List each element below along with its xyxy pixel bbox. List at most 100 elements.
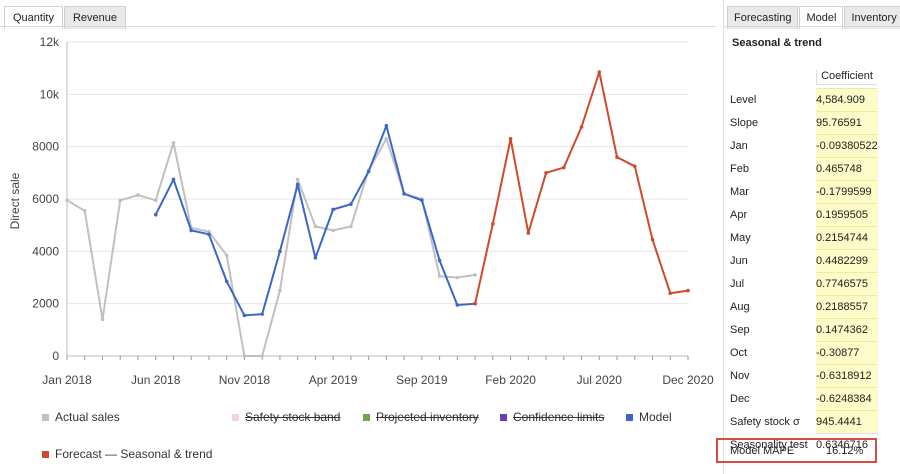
coefficient-value[interactable]: 0.1959505 xyxy=(816,203,878,227)
forecast-point[interactable] xyxy=(632,164,637,169)
actual-sales-point[interactable] xyxy=(100,317,105,322)
coefficient-value[interactable]: 0.1474362 xyxy=(816,318,878,342)
model-swatch xyxy=(626,413,633,421)
model-point[interactable] xyxy=(153,212,158,217)
legend-projected-inventory[interactable]: Projected inventory xyxy=(363,410,479,424)
legend-forecast[interactable]: Forecast — Seasonal & trend xyxy=(42,447,212,461)
coefficient-value[interactable]: -0.09380522 xyxy=(816,134,878,158)
coefficient-value[interactable]: 945.4441 xyxy=(816,410,878,434)
coefficient-label: Safety stock σ xyxy=(730,416,800,428)
coefficient-row: Nov -0.6318912 xyxy=(730,364,878,388)
y-tick-label: 8000 xyxy=(32,140,59,154)
tab-revenue[interactable]: Revenue xyxy=(63,6,127,29)
coefficient-value[interactable]: 0.4482299 xyxy=(816,249,878,273)
actual-sales-swatch xyxy=(42,413,49,421)
actual-sales-point[interactable] xyxy=(331,228,335,233)
actual-sales-point[interactable] xyxy=(207,229,211,234)
model-point[interactable] xyxy=(384,123,389,128)
coefficient-value[interactable]: -0.1799599 xyxy=(816,180,878,204)
model-point[interactable] xyxy=(260,312,264,316)
legend-safety-stock-label: Safety stock band xyxy=(245,410,341,424)
model-point[interactable] xyxy=(349,202,353,207)
coefficient-row: Jun 0.4482299 xyxy=(730,249,878,273)
model-point[interactable] xyxy=(331,207,335,212)
legend-actual-sales-label: Actual sales xyxy=(55,410,120,424)
actual-sales-point[interactable] xyxy=(153,198,158,203)
coefficient-value[interactable]: 0.2188557 xyxy=(816,295,878,319)
mape-value: 16.12% xyxy=(826,444,864,457)
forecast-point[interactable] xyxy=(473,301,477,306)
model-point[interactable] xyxy=(437,258,442,263)
model-tabs: Forecasting Model Inventory xyxy=(727,6,900,29)
coefficient-value[interactable]: 95.76591 xyxy=(816,111,878,135)
legend-safety-stock-band[interactable]: Safety stock band xyxy=(232,410,340,424)
coefficient-row: Aug 0.2188557 xyxy=(730,295,878,319)
actual-sales-point[interactable] xyxy=(118,198,123,203)
coefficient-value[interactable]: 4,584.909 xyxy=(816,88,878,112)
model-point[interactable] xyxy=(207,232,211,237)
coefficient-value[interactable]: -0.6318912 xyxy=(816,364,878,388)
legend-actual-sales[interactable]: Actual sales xyxy=(42,410,120,424)
model-point[interactable] xyxy=(295,182,300,187)
actual-sales-point[interactable] xyxy=(260,354,264,358)
projected-inventory-swatch xyxy=(363,413,370,421)
actual-sales-point[interactable] xyxy=(136,193,140,197)
legend-model[interactable]: Model xyxy=(626,410,672,424)
model-point[interactable] xyxy=(242,313,247,318)
tab-model[interactable]: Model xyxy=(799,6,844,29)
actual-sales-point[interactable] xyxy=(65,198,69,203)
legend-forecast-label: Forecast — Seasonal & trend xyxy=(55,447,213,461)
coefficient-row: Level 4,584.909 xyxy=(730,88,878,112)
forecast-point[interactable] xyxy=(579,125,584,129)
coefficient-value[interactable]: -0.30877 xyxy=(816,341,878,365)
x-tick-label: Feb 2020 xyxy=(485,373,536,387)
actual-sales-point[interactable] xyxy=(313,224,318,229)
forecast-point[interactable] xyxy=(686,288,690,293)
actual-sales-point[interactable] xyxy=(242,354,247,358)
model-series-line xyxy=(154,124,476,317)
model-point[interactable] xyxy=(366,169,371,174)
forecast-point[interactable] xyxy=(526,231,531,235)
model-point[interactable] xyxy=(189,228,193,233)
tab-forecasting[interactable]: Forecasting xyxy=(727,6,799,29)
model-point[interactable] xyxy=(224,279,229,284)
forecast-point[interactable] xyxy=(615,155,619,159)
actual-sales-point[interactable] xyxy=(224,253,229,258)
actual-sales-point[interactable] xyxy=(437,274,442,278)
actual-sales-point[interactable] xyxy=(473,273,477,277)
legend-confidence-limits-label: Confidence limits xyxy=(513,410,605,424)
forecast-point[interactable] xyxy=(668,291,673,296)
actual-sales-point[interactable] xyxy=(278,288,282,293)
tab-divider xyxy=(0,26,716,27)
model-point[interactable] xyxy=(171,177,176,182)
coefficient-row: Mar -0.1799599 xyxy=(730,180,878,204)
model-point[interactable] xyxy=(402,191,406,196)
model-point[interactable] xyxy=(278,249,282,254)
coefficient-value[interactable]: 0.7746575 xyxy=(816,272,878,296)
actual-sales-point[interactable] xyxy=(295,177,300,182)
forecast-point[interactable] xyxy=(597,70,602,74)
model-point[interactable] xyxy=(455,303,460,307)
actual-sales-point[interactable] xyxy=(171,140,176,145)
coefficient-value[interactable]: 0.2154744 xyxy=(816,226,878,250)
forecast-point[interactable] xyxy=(508,137,513,141)
forecast-point[interactable] xyxy=(544,171,548,175)
coefficient-value[interactable]: -0.6248384 xyxy=(816,387,878,411)
actual-sales-point[interactable] xyxy=(349,224,353,229)
forecast-point[interactable] xyxy=(650,237,655,242)
tab-quantity[interactable]: Quantity xyxy=(4,6,63,29)
coefficient-row: Safety stock σ 945.4441 xyxy=(730,410,878,434)
coefficient-value[interactable]: 0.465748 xyxy=(816,157,878,181)
coefficient-row: Jul 0.7746575 xyxy=(730,272,878,296)
forecast-point[interactable] xyxy=(562,165,566,170)
actual-sales-point[interactable] xyxy=(384,137,389,141)
forecast-series-line xyxy=(474,71,689,304)
chart-tabs: Quantity Revenue xyxy=(4,6,127,29)
forecast-point[interactable] xyxy=(491,222,495,226)
tab-inventory[interactable]: Inventory xyxy=(844,6,900,29)
model-point[interactable] xyxy=(313,256,318,260)
model-point[interactable] xyxy=(420,198,424,203)
legend-confidence-limits[interactable]: Confidence limits xyxy=(500,410,604,424)
actual-sales-point[interactable] xyxy=(455,275,460,280)
actual-sales-point[interactable] xyxy=(82,208,87,213)
